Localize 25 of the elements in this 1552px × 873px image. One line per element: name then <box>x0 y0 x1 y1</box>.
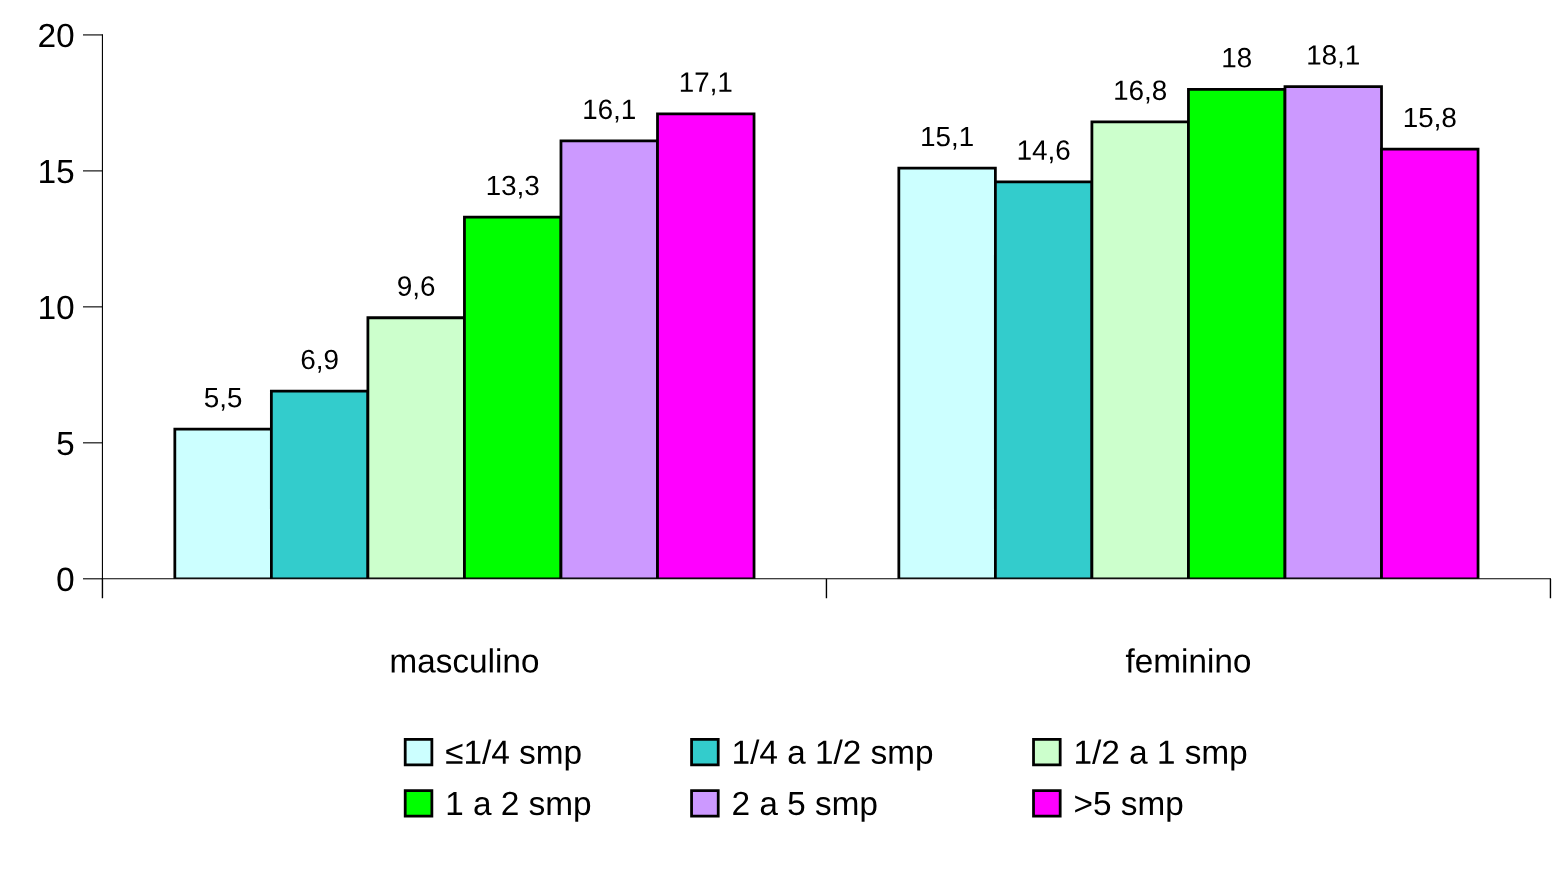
data-label: 17,1 <box>680 72 732 96</box>
y-tick-label: 0 <box>57 567 74 592</box>
data-label: 14,6 <box>1018 140 1070 164</box>
y-tick-label: 20 <box>39 23 74 48</box>
x-tick-label: masculino <box>391 648 539 673</box>
data-label: 18 <box>1223 47 1251 68</box>
data-label: 15,1 <box>922 126 973 150</box>
legend-label: 1/4 a 1/2 smp <box>734 739 933 771</box>
legend-label: 2 a 5 smp <box>733 791 877 822</box>
y-tick-label: 5 <box>57 431 74 456</box>
data-label: 16,8 <box>1115 80 1166 104</box>
y-tick-label: 10 <box>40 295 74 320</box>
data-label: 18,1 <box>1308 45 1359 69</box>
data-label: 16,1 <box>584 99 635 123</box>
data-label: 13,3 <box>487 175 539 199</box>
x-tick-label: feminino <box>1125 648 1251 673</box>
data-label: 9,6 <box>398 276 435 300</box>
y-tick-label: 15 <box>40 160 74 184</box>
legend-label: 1/2 a 1 smp <box>1076 739 1247 771</box>
legend-label: ≤1/4 smp <box>446 739 581 771</box>
legend-label: 1 a 2 smp <box>447 791 591 822</box>
data-label: 6,9 <box>301 349 338 373</box>
data-label: 15,8 <box>1404 107 1456 131</box>
legend-label: >5 smp <box>1075 791 1183 822</box>
data-label: 5,5 <box>204 388 242 411</box>
